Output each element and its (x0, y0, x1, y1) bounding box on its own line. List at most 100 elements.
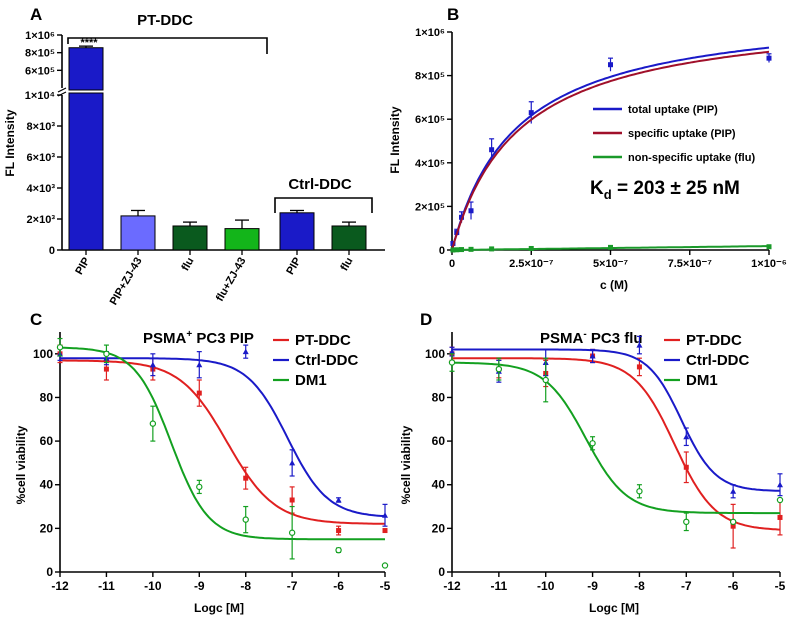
panel-d-data-point (776, 496, 784, 504)
panel-c-y-tick-label: 100 (33, 347, 53, 361)
panel-d-y-tick-label: 60 (432, 434, 446, 448)
panel-c-data-point (288, 529, 296, 536)
panel-b-data-point (459, 247, 465, 253)
panel-b-legend-label: specific uptake (PIP) (628, 128, 736, 140)
panel-d-data-point (777, 514, 783, 520)
panel-a-bar (68, 92, 104, 251)
panel-b-y-tick-label: 0 (439, 245, 445, 257)
panel-d-legend-label: PT-DDC (686, 332, 742, 349)
panel-b-data-point (454, 247, 460, 253)
panel-c-data-point (196, 390, 202, 396)
panel-c-fit-curve (59, 346, 385, 541)
panel-d-data-point (636, 342, 643, 348)
panel-a-plot: 0 2×10³ 4×10³ 6×10³ 8×10³ 1×10⁴ 6×10⁵ 8×10⁵ 1×10… (25, 30, 385, 307)
panel-d-x-tick-label: -9 (587, 579, 598, 593)
panel-c-data-point (149, 361, 156, 368)
panel-c-y-tick-label: 0 (46, 565, 53, 579)
panel-d-y-tick-label: 100 (425, 347, 445, 361)
panel-d-x-tick-label: -5 (775, 579, 786, 593)
panel-b-fit-curve (451, 46, 770, 251)
panel-c-fit-curve (60, 357, 386, 518)
panel-b-fit-curve (451, 50, 770, 251)
panel-c-x-tick-label: -7 (287, 579, 298, 593)
panel-c-data-point (382, 528, 388, 534)
panel-d-data-point (589, 353, 596, 359)
panel-a-y-tick-label: 2×10³ (27, 214, 56, 226)
panel-b-data-point (468, 208, 474, 214)
panel-a-y-tick-label: 8×10⁵ (25, 48, 55, 60)
panel-c-data-point (243, 475, 249, 481)
panel-d-x-tick-label: -11 (491, 579, 508, 593)
panel-c-data-point (382, 512, 388, 518)
panel-d-y-tick-label: 0 (438, 565, 445, 579)
panel-a-x-tick-label: PIP (73, 256, 92, 277)
panel-d-x-tick-label: -8 (634, 579, 645, 593)
panel-d-data-point (495, 365, 503, 373)
panel-a-y-tick-label: 6×10⁵ (25, 65, 55, 77)
panel-d-y-tick-label: 40 (432, 478, 446, 492)
panel-c-data-point (289, 497, 295, 503)
panel-d-legend-label: Ctrl-DDC (686, 352, 749, 369)
panel-a-axis-break (57, 87, 67, 93)
panel-c-data-point (196, 483, 203, 491)
panel-d-plot: 0 20 40 60 80 100 -12 -11 -10 -9 -8 -7 -6 -5 PT-DDC Ctr… (425, 332, 786, 593)
panel-a-x-tick-label: flu (338, 256, 355, 274)
panel-a-y-tick-label: 0 (49, 245, 55, 257)
panel-a-x-tick-label: PIP+ZJ-43 (108, 256, 145, 308)
panel-a-y-tick-label: 4×10³ (27, 183, 56, 195)
panel-d-data-point (683, 433, 690, 440)
panel-a-x-tick-label: flu (179, 256, 196, 274)
panel-c-y-tick-label: 20 (40, 521, 54, 535)
panel-label-c: C (30, 310, 42, 329)
panel-b-data-point (528, 110, 534, 116)
panel-a-bar (279, 212, 315, 251)
panel-b-x-label: c (M) (600, 278, 628, 292)
panel-c-data-point (335, 546, 342, 554)
panel-b-y-tick-label: 1×10⁶ (415, 27, 445, 39)
panel-a-significance-bracket (67, 37, 268, 54)
panel-c-x-tick-label: -5 (380, 579, 391, 593)
panel-a-y-tick-label: 6×10³ (27, 152, 56, 164)
panel-b-data-point (468, 246, 474, 252)
panel-b-data-point (450, 247, 456, 253)
panel-d-data-point (683, 464, 689, 470)
panel-a-subgroup-label: Ctrl-DDC (288, 176, 351, 193)
panel-b-x-tick-label: 7.5×10⁻⁷ (668, 258, 713, 270)
panel-c-x-tick-label: -12 (51, 579, 69, 593)
panel-d-y-label: %cell viability (399, 425, 413, 504)
panel-c-data-point (289, 459, 296, 466)
panel-c-plot: 0 20 40 60 80 100 -12 -11 -10 -9 -8 -7 -6 -5 PT-DDC Ctr… (33, 332, 391, 593)
panel-a-bar (172, 225, 208, 251)
panel-d-legend-label: DM1 (686, 372, 718, 389)
panel-c-legend-label: DM1 (295, 372, 327, 389)
panel-b-y-label: FL Intensity (388, 106, 402, 173)
panel-d-data-point (636, 488, 643, 495)
panel-a-ctrl-bracket (274, 197, 373, 213)
panel-b-x-tick-label: 2.5×10⁻⁷ (509, 258, 554, 270)
panel-d-x-tick-label: -6 (728, 579, 739, 593)
panel-c-data-point (196, 361, 203, 368)
panel-a-bar (331, 225, 367, 251)
panel-c-x-tick-label: -8 (240, 579, 251, 593)
panel-label-b: B (447, 5, 459, 24)
panel-b-data-point (608, 62, 613, 68)
panel-label-d: D (420, 310, 432, 329)
panel-d-data-point (542, 376, 549, 384)
panel-d-x-label: Logc [M] (589, 601, 639, 615)
panel-c-legend-label: PT-DDC (295, 332, 351, 349)
panel-a-y-label: FL Intensity (3, 109, 17, 176)
panel-a-y-tick-label: 8×10³ (27, 121, 56, 133)
panel-d-data-point (636, 364, 642, 370)
panel-b-legend-label: non-specific uptake (flu) (628, 152, 755, 164)
panel-c-data-point (103, 366, 109, 372)
panel-c-legend-label: Ctrl-DDC (295, 352, 358, 369)
panel-d-x-tick-label: -12 (443, 579, 461, 593)
panel-d-data-point (729, 518, 737, 526)
panel-b-x-tick-label: 5×10⁻⁷ (593, 258, 629, 270)
panel-d-fit-curve (452, 348, 780, 492)
panel-c-data-point (149, 420, 157, 427)
panel-label-a: A (30, 5, 42, 24)
panel-c-y-label: %cell viability (14, 425, 28, 504)
panel-b-data-point (608, 244, 613, 250)
panel-a-bar (120, 215, 156, 251)
